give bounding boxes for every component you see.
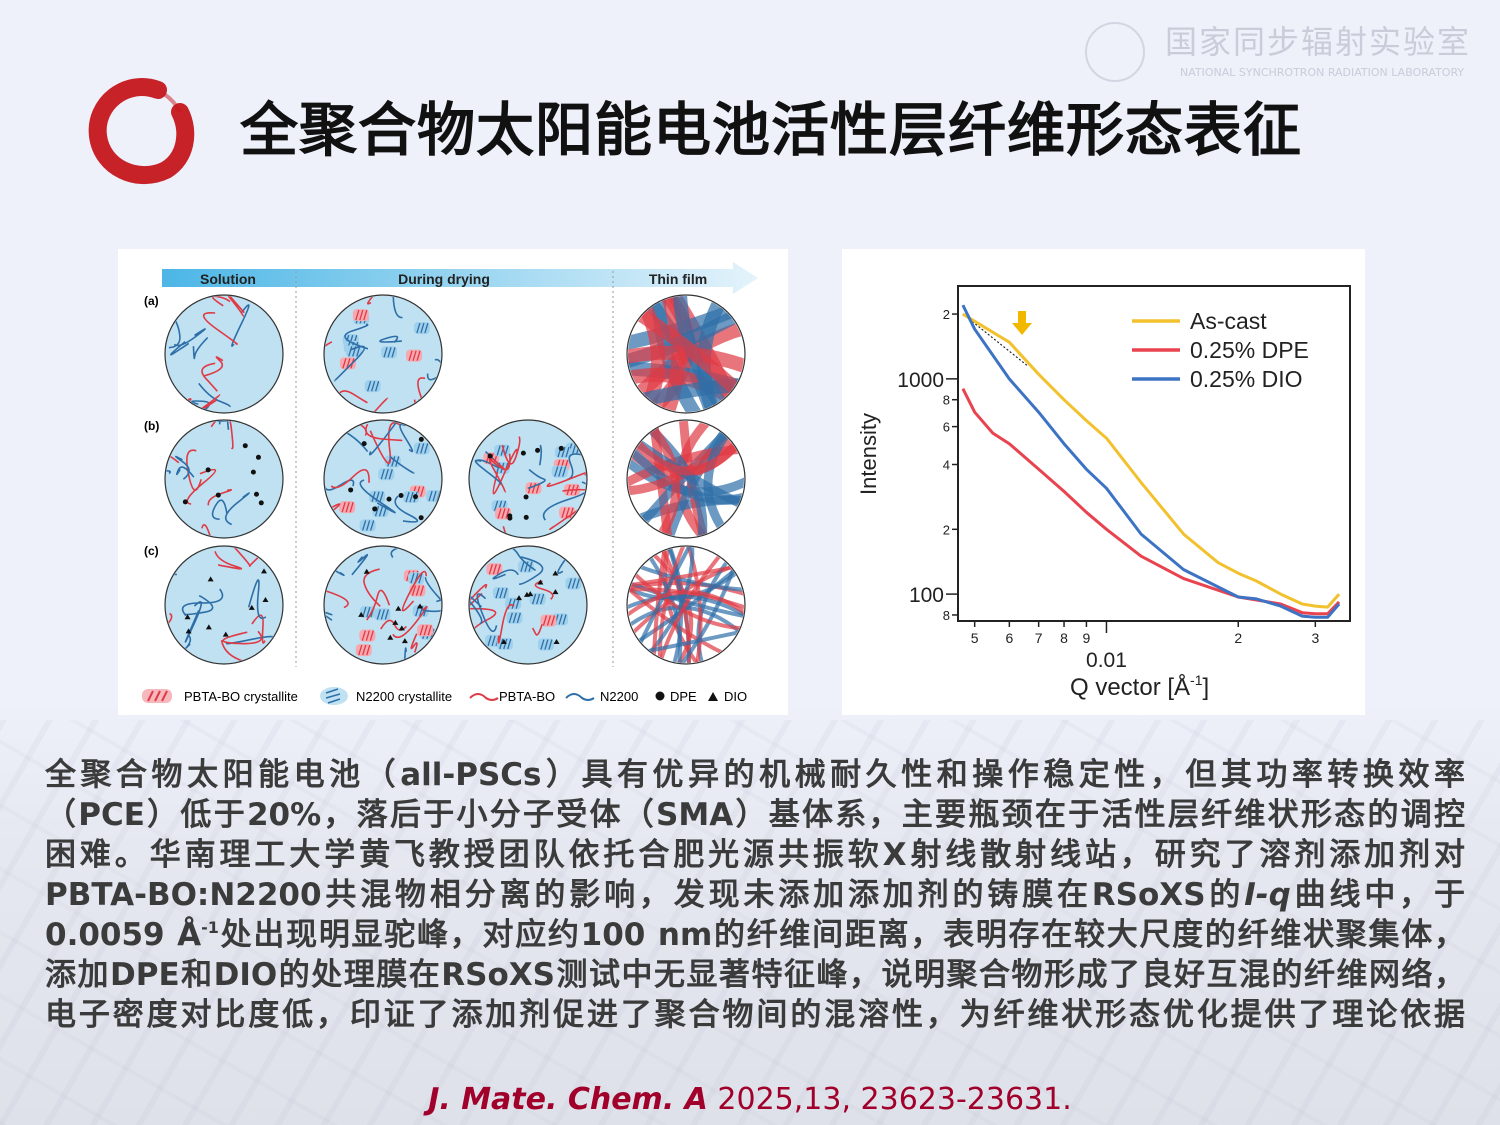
schematic-svg: Solution During drying Thin film (a) (b)… [142,262,758,705]
process-arrow [162,262,758,294]
morphology-circle [468,545,588,665]
y-tick-label: 100 [909,584,944,607]
slide-title: 全聚合物太阳能电池活性层纤维形态表征 [240,96,1303,164]
row-label-a: (a) [144,294,159,308]
legend-n2200: N2200 [600,689,638,704]
morphology-circle [626,545,746,665]
morphology-circle [323,294,443,414]
y-tick-label: 1000 [897,369,944,392]
row-label-c: (c) [144,544,159,558]
x-tick-label: 7 [1035,630,1043,646]
x-tick-label: 0.01 [1086,649,1127,672]
stage-thin-film: Thin film [649,271,707,287]
morphology-circle [626,294,746,414]
morphology-circle [323,419,443,539]
y-tick-label: 2 [943,307,950,322]
series-line-1 [961,388,1341,616]
figure-legend: PBTA-BO crystallite N2200 crystallite PB… [142,687,747,705]
y-tick-label: 8 [943,608,950,623]
x-tick-label: 9 [1083,630,1091,646]
morphology-circle [164,419,284,539]
text-line: 0.0059 Å-1处出现明显驼峰，对应约100 nm的纤维间距离，表明存在较大… [45,917,1465,953]
lab-logo-icon [1085,22,1145,82]
x-tick-label: 2 [1234,630,1242,646]
y-tick-label: 2 [943,522,950,537]
y-tick-label: 4 [943,458,950,473]
watermark-en: NATIONAL SYNCHROTRON RADIATION LABORATOR… [1180,66,1465,79]
series-line-2 [961,304,1341,619]
text-line: 全聚合物太阳能电池（all-PSCs）具有优异的机械耐久性和操作稳定性，但其功率… [45,757,1465,793]
text-line: 添加DPE和DIO的处理膜在RSoXS测试中无显著特征峰，说明聚合物形成了良好互… [45,957,1465,993]
legend-dpe: DPE [670,689,697,704]
x-tick-label: 8 [1060,630,1068,646]
x-tick-label: 3 [1311,630,1319,646]
tangent-line [962,313,1028,367]
series-line-0 [962,312,1341,609]
peak-arrow-icon [1012,311,1032,335]
legend-pbta-crystallite: PBTA-BO crystallite [184,689,298,704]
text-line: 困难。华南理工大学黄飞教授团队依托合肥光源共振软X射线散射线站，研究了溶剂添加剂… [45,837,1465,873]
rsoxs-chart: 8 100 2 4 6 8 1000 2 5 6 7 8 9 0.01 2 3 Intensity Q vec… [842,249,1365,715]
legend-label: 0.25% DPE [1190,337,1309,363]
morphology-circle [323,545,443,665]
y-tick-label: 6 [943,420,950,435]
description-paragraph: 全聚合物太阳能电池（all-PSCs）具有优异的机械耐久性和操作稳定性，但其功率… [45,755,1465,1035]
morphology-circle [164,294,284,414]
legend-label: 0.25% DIO [1190,366,1303,392]
y-axis-label: Intensity [856,413,881,495]
lab-watermark: 国家同步辐射实验室 NATIONAL SYNCHROTRON RADIATION… [1085,18,1469,90]
journal-name: J. Mate. Chem. A [428,1082,708,1117]
legend-label: As-cast [1190,308,1267,334]
text-line: PBTA-BO:N2200共混物相分离的影响，发现未添加添加剂的铸膜在RSoXS… [45,877,1465,913]
dio-triangle-icon [708,692,718,701]
watermark-cn: 国家同步辐射实验室 [1165,23,1472,61]
text-line: （PCE）低于20%，落后于小分子受体（SMA）基体系，主要瓶颈在于活性层纤维状… [45,797,1465,833]
stage-during-drying: During drying [398,271,490,287]
stage-solution: Solution [200,271,256,287]
red-brush-circle-logo [88,78,195,185]
plot-frame [957,285,1351,622]
citation[interactable]: J. Mate. Chem. A 2025,13, 23623-23631. [0,1082,1500,1117]
legend-n2200-crystallite: N2200 crystallite [356,689,452,704]
text-line: 电子密度对比度低，印证了添加剂促进了聚合物间的混溶性，为纤维状形态优化提供了理论… [45,997,1465,1033]
legend-pbta-bo: PBTA-BO [499,689,555,704]
dpe-dot-icon [655,691,665,701]
morphology-circle [164,545,284,665]
x-tick-label: 5 [971,630,979,646]
background-photo [0,720,1500,1125]
y-tick-label: 8 [943,393,950,408]
x-axis-label: Q vector [Å-1] [1070,672,1209,701]
morphology-circle [468,419,588,539]
morphology-circle [626,419,746,539]
morphology-schematic-figure: Solution During drying Thin film (a) (b)… [118,249,788,715]
row-label-b: (b) [144,419,159,433]
legend-dio: DIO [724,689,747,704]
citation-details: 2025,13, 23623-23631. [707,1082,1072,1117]
x-tick-label: 6 [1005,630,1013,646]
